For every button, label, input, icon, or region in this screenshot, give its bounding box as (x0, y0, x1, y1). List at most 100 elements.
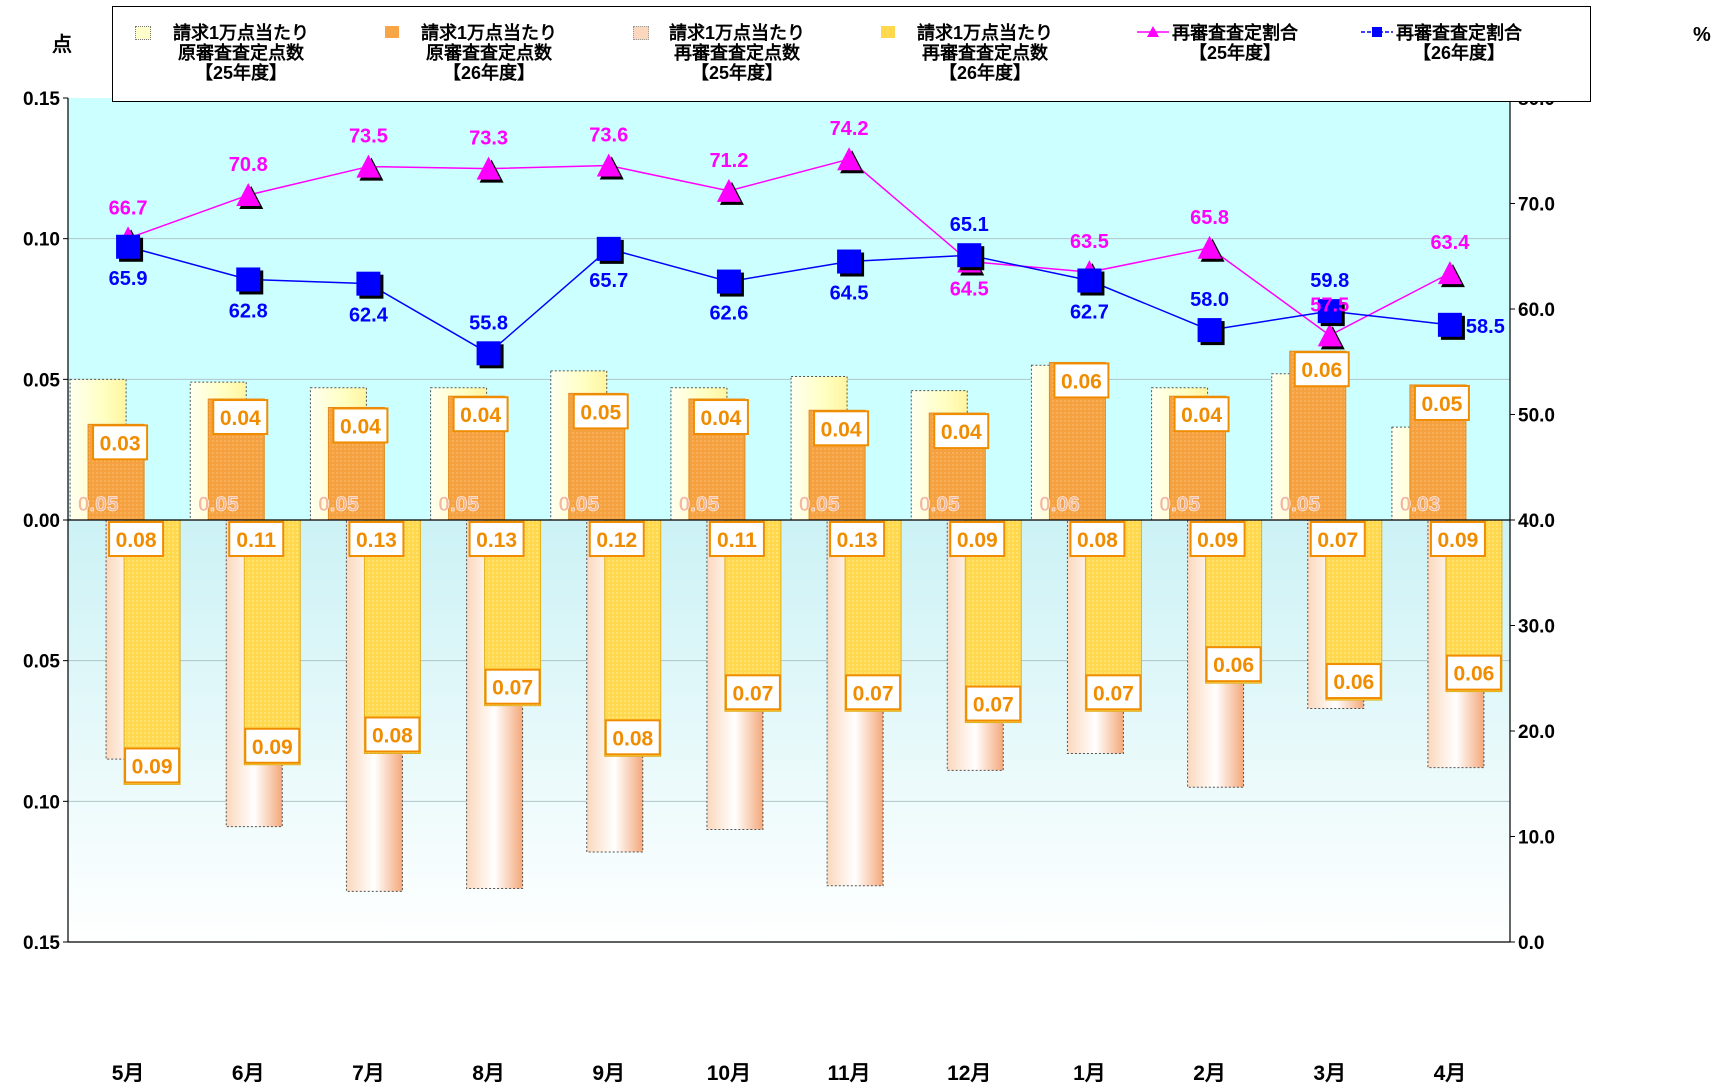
marker-square (596, 236, 621, 261)
label-orig-25: 0.05 (438, 493, 479, 516)
legend-item-orig-25: 請求1万点当たり 原審査査定点数 【25年度】 (172, 23, 309, 83)
left-tick-label: 0.00 (23, 511, 60, 532)
marker-triangle (236, 183, 261, 207)
label-orig-26-box (1173, 396, 1230, 433)
label-orig-26: 0.05 (580, 401, 621, 424)
marker-square (1437, 312, 1462, 337)
label-orig-26: 0.04 (460, 404, 501, 427)
bar-re-26 (363, 519, 421, 755)
legend-swatch-pale-yellow (135, 26, 151, 40)
label-orig-25: 0.05 (799, 493, 840, 516)
label-ratio-26: 58.5 (1466, 316, 1505, 338)
label-ratio-26: 62.6 (709, 303, 748, 325)
marker-triangle (716, 178, 741, 202)
label-re-25: 0.07 (1317, 529, 1358, 552)
label-orig-26-box (813, 410, 870, 447)
label-re-25: 0.13 (476, 529, 517, 552)
category-label: 11月 (827, 1062, 870, 1085)
lower-plot-area (68, 520, 1510, 942)
label-re-25-box (708, 521, 765, 557)
label-re-26: 0.06 (1333, 671, 1374, 694)
legend-swatch-peach (633, 26, 649, 40)
label-re-26: 0.09 (132, 755, 173, 778)
left-unit-label: 点 (52, 34, 72, 56)
label-re-26-box (364, 716, 421, 753)
right-tick-label: 10.0 (1518, 828, 1555, 849)
axes-layer: 0.150.100.050.000.050.100.1580.070.060.0… (23, 89, 1555, 1085)
label-re-25: 0.09 (957, 529, 998, 552)
marker-triangle (356, 154, 381, 178)
plot-background (68, 98, 1510, 942)
label-orig-25: 0.06 (1039, 493, 1080, 516)
right-tick-label: 50.0 (1518, 406, 1555, 427)
label-re-26: 0.07 (1093, 682, 1134, 705)
legend-swatch-yellow (881, 26, 895, 38)
left-tick-label: 0.10 (23, 792, 60, 813)
marker-square (1317, 299, 1342, 324)
marker-square (957, 243, 982, 268)
label-orig-26-box (1293, 351, 1350, 388)
gridlines (68, 238, 1510, 802)
label-orig-25: 0.05 (678, 493, 719, 516)
label-re-25-box (829, 521, 886, 557)
label-ratio-25: 66.7 (109, 197, 148, 219)
category-label: 4月 (1434, 1062, 1467, 1085)
left-tick-label: 0.05 (23, 370, 60, 391)
category-label: 7月 (352, 1062, 385, 1085)
label-re-25-box (108, 521, 165, 557)
label-ratio-25: 74.2 (830, 118, 869, 140)
label-orig-25: 0.05 (78, 493, 119, 516)
label-re-26-box (484, 668, 541, 705)
label-orig-25: 0.05 (1279, 493, 1320, 516)
label-orig-26: 0.05 (1421, 393, 1462, 416)
left-tick-label: 0.15 (23, 89, 60, 110)
label-re-25: 0.13 (356, 529, 397, 552)
legend-item-ratio-25: 再審査査定割合 【25年度】 (1172, 23, 1298, 63)
right-tick-label: 60.0 (1518, 300, 1555, 321)
label-ratio-26: 62.8 (229, 300, 268, 322)
right-unit-label: % (1693, 24, 1711, 46)
label-orig-26: 0.04 (700, 407, 741, 430)
label-orig-25: 0.05 (198, 493, 239, 516)
legend-item-ratio-26: 再審査査定割合 【26年度】 (1396, 23, 1522, 63)
label-orig-26-box (1053, 362, 1110, 399)
marker-triangle (1317, 323, 1342, 347)
marker-triangle (1437, 261, 1462, 285)
label-ratio-26: 58.0 (1190, 289, 1229, 311)
legend-item-re-25: 請求1万点当たり 再審査査定点数 【25年度】 (668, 23, 805, 83)
label-ratio-26: 65.9 (109, 268, 148, 290)
label-re-25-box (949, 521, 1006, 557)
label-ratio-25: 65.8 (1190, 207, 1229, 229)
legend-triangle-icon (1137, 26, 1169, 37)
right-tick-label: 20.0 (1518, 722, 1555, 743)
left-tick-label: 0.15 (23, 933, 60, 954)
label-re-26: 0.08 (612, 727, 653, 750)
label-re-26: 0.06 (1453, 663, 1494, 686)
label-orig-26: 0.04 (340, 415, 381, 438)
legend-swatch-orange (385, 26, 399, 38)
label-re-25: 0.13 (837, 529, 878, 552)
category-label: 6月 (232, 1062, 265, 1085)
label-orig-26-box (572, 393, 629, 430)
left-tick-label: 0.10 (23, 230, 60, 251)
label-ratio-26: 55.8 (469, 312, 508, 334)
category-label: 10月 (707, 1062, 751, 1085)
label-re-25-box (588, 521, 645, 557)
label-orig-26-box (212, 399, 269, 436)
label-orig-25: 0.05 (318, 493, 359, 516)
label-ratio-26: 62.7 (1070, 302, 1109, 324)
right-tick-label: 30.0 (1518, 617, 1555, 638)
label-ratio-25: 71.2 (709, 150, 748, 172)
label-re-25: 0.08 (116, 529, 157, 552)
label-re-26-box (1445, 654, 1502, 691)
label-ratio-25: 63.4 (1430, 232, 1470, 254)
label-re-26: 0.07 (973, 694, 1014, 717)
label-re-26-box (724, 674, 781, 711)
data-labels-layer: 0.05 0.03 0.08 0.09 0.05 0.04 0.11 0.09 0.05 0.04… (77, 118, 1505, 784)
label-re-26-box (1205, 646, 1262, 683)
label-re-25: 0.09 (1437, 529, 1478, 552)
label-ratio-25: 73.3 (469, 128, 508, 150)
marker-square (356, 271, 381, 296)
label-orig-25: 0.05 (1159, 493, 1200, 516)
